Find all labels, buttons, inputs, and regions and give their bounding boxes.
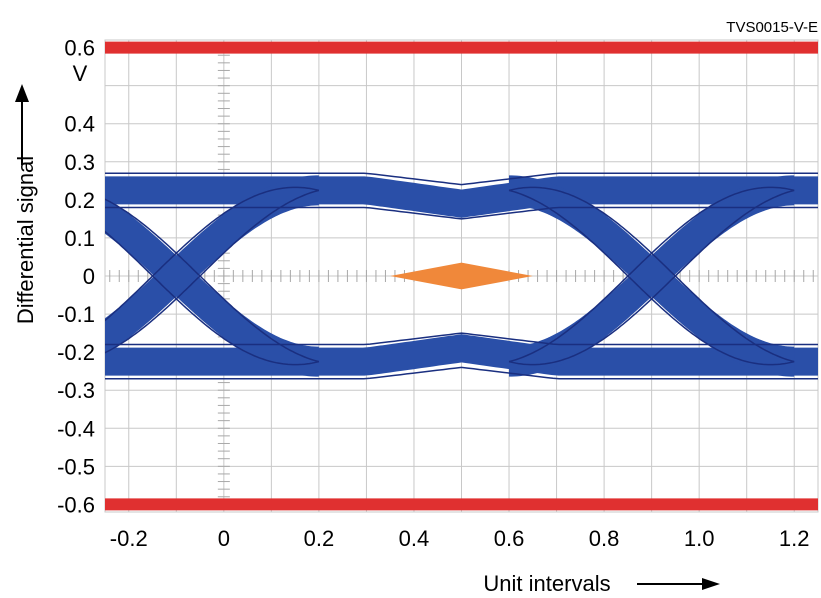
x-tick-label: 0.4 xyxy=(399,526,430,551)
y-tick-label: -0.5 xyxy=(57,454,95,479)
x-axis-title: Unit intervals xyxy=(483,571,720,596)
y-tick-label: 0 xyxy=(83,264,95,289)
x-tick-label: 0.8 xyxy=(589,526,620,551)
y-tick-label: -0.1 xyxy=(57,302,95,327)
eye-mask xyxy=(390,262,533,290)
limit-line xyxy=(105,498,818,511)
tick-labels: 0.6 0.4 0.3 0.2 0.1 0 -0.1 -0.2 -0.3 -0.4 -0.5 -0.6… xyxy=(57,36,809,551)
x-tick-label: 1.0 xyxy=(684,526,715,551)
y-tick-label: 0.1 xyxy=(64,226,95,251)
y-tick-label: 0.3 xyxy=(64,150,95,175)
eye-edge-trace xyxy=(508,189,795,366)
y-unit-label: V xyxy=(73,61,88,86)
eye-low-rail xyxy=(105,334,818,376)
x-tick-label: 0.6 xyxy=(494,526,525,551)
x-tick-label: 0 xyxy=(218,526,230,551)
eye-high-rail xyxy=(105,176,818,218)
x-axis-label: Unit intervals xyxy=(483,571,610,596)
x-tick-label: 1.2 xyxy=(779,526,810,551)
eye-falling-transition xyxy=(509,175,795,377)
eye-edge-trace xyxy=(105,198,320,363)
eye-falling-transition xyxy=(105,197,319,377)
eye-edge-trace xyxy=(105,230,320,366)
y-axis-label: Differential signal xyxy=(13,156,38,324)
y-tick-label: -0.6 xyxy=(57,492,95,517)
x-tick-label: 0.2 xyxy=(304,526,335,551)
figure-code: TVS0015-V-E xyxy=(726,19,818,36)
plot-area xyxy=(105,172,818,380)
eye-rail-edge-trace xyxy=(105,366,818,380)
y-axis-arrow-head xyxy=(15,84,29,102)
eye-edge-trace xyxy=(508,186,795,363)
y-tick-label: -0.2 xyxy=(57,340,95,365)
y-axis-title: Differential signal xyxy=(13,84,38,324)
eye-rail-edge-trace xyxy=(105,332,818,346)
plot-border xyxy=(104,39,819,513)
y-tick-label: -0.4 xyxy=(57,416,95,441)
y-tick-label: 0.2 xyxy=(64,188,95,213)
limit-line xyxy=(105,41,818,54)
y-tick-label: -0.3 xyxy=(57,378,95,403)
eye-rail-edge-trace xyxy=(105,172,818,186)
y-tick-label: 0.6 xyxy=(64,36,95,61)
x-tick-label: -0.2 xyxy=(110,526,148,551)
eye-rail-edge-trace xyxy=(105,206,818,220)
x-axis-arrow-head xyxy=(702,578,720,590)
y-tick-label: 0.4 xyxy=(64,112,95,137)
